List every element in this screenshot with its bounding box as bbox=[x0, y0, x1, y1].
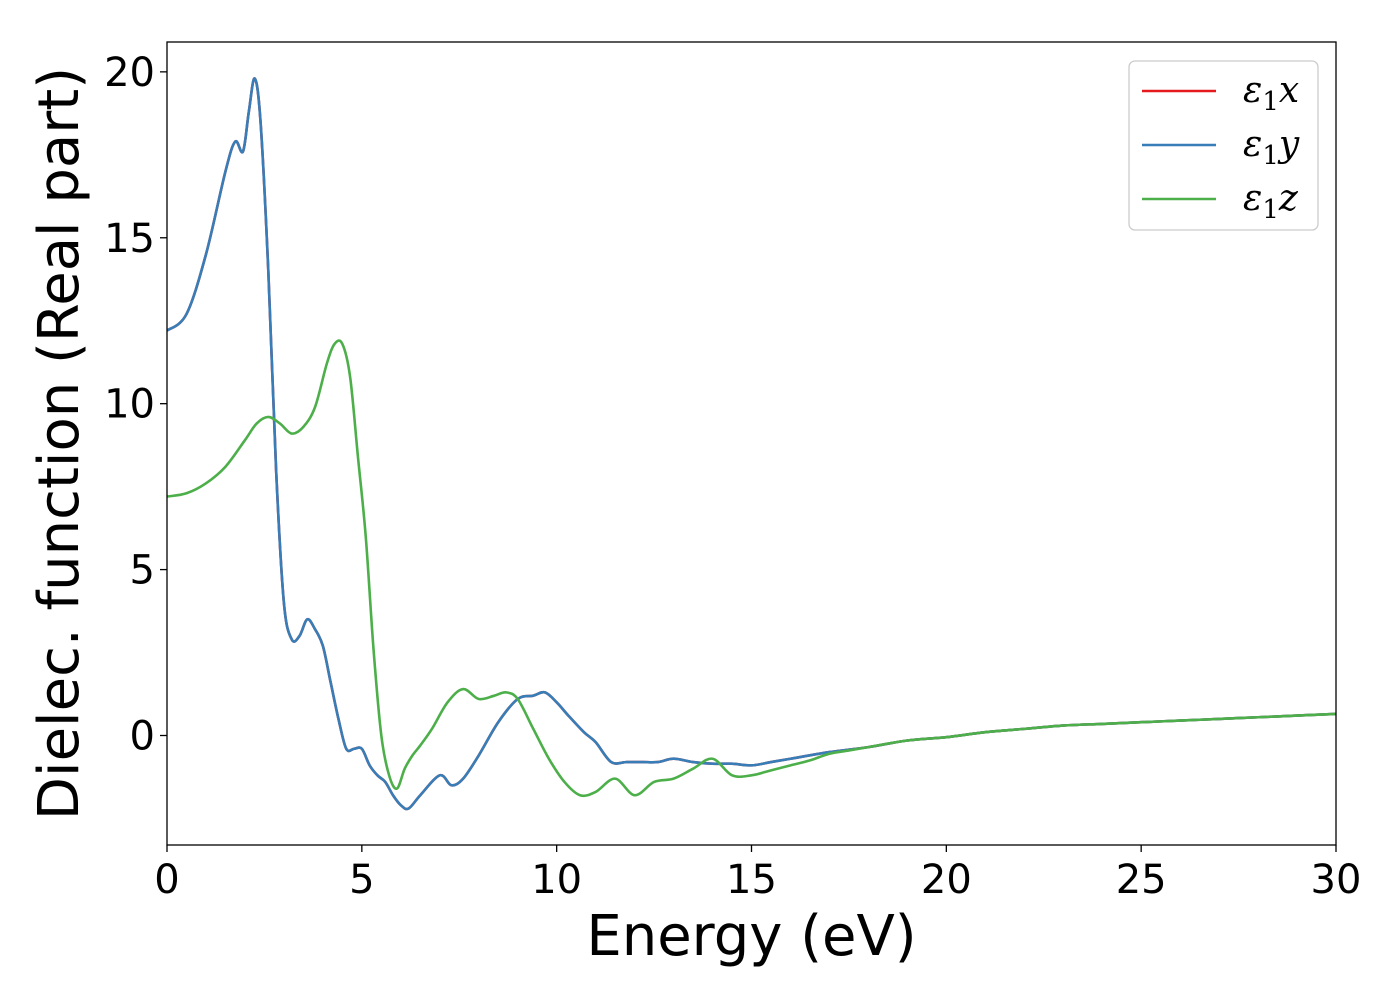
y-tick-label: 10 bbox=[104, 382, 155, 428]
x-tick-label: 5 bbox=[349, 857, 374, 903]
x-tick-label: 10 bbox=[531, 857, 582, 903]
legend-label-z: ε1z bbox=[1243, 178, 1299, 225]
axis-ticks: 0 5 10 15 20 25 30 0 5 10 15 20 bbox=[104, 50, 1361, 903]
x-tick-label: 15 bbox=[726, 857, 777, 903]
y-tick-label: 20 bbox=[104, 50, 155, 96]
y-tick-label: 5 bbox=[130, 548, 155, 594]
legend-label-y: ε1y bbox=[1243, 124, 1300, 171]
y-tick-label: 0 bbox=[130, 714, 155, 760]
legend-box bbox=[1128, 60, 1319, 231]
x-tick-label: 0 bbox=[154, 857, 179, 903]
legend: ε1x ε1y ε1z bbox=[1128, 60, 1319, 231]
y-axis-label: Dielec. function (Real part) bbox=[27, 67, 92, 820]
x-tick-label: 20 bbox=[921, 857, 972, 903]
x-tick-label: 30 bbox=[1311, 857, 1362, 903]
series-line-z bbox=[167, 339, 1336, 798]
series-layer bbox=[167, 77, 1336, 811]
y-tick-label: 15 bbox=[104, 216, 155, 262]
x-tick-label: 25 bbox=[1116, 857, 1167, 903]
x-axis-label: Energy (eV) bbox=[586, 904, 916, 969]
legend-label-x: ε1x bbox=[1243, 70, 1299, 117]
